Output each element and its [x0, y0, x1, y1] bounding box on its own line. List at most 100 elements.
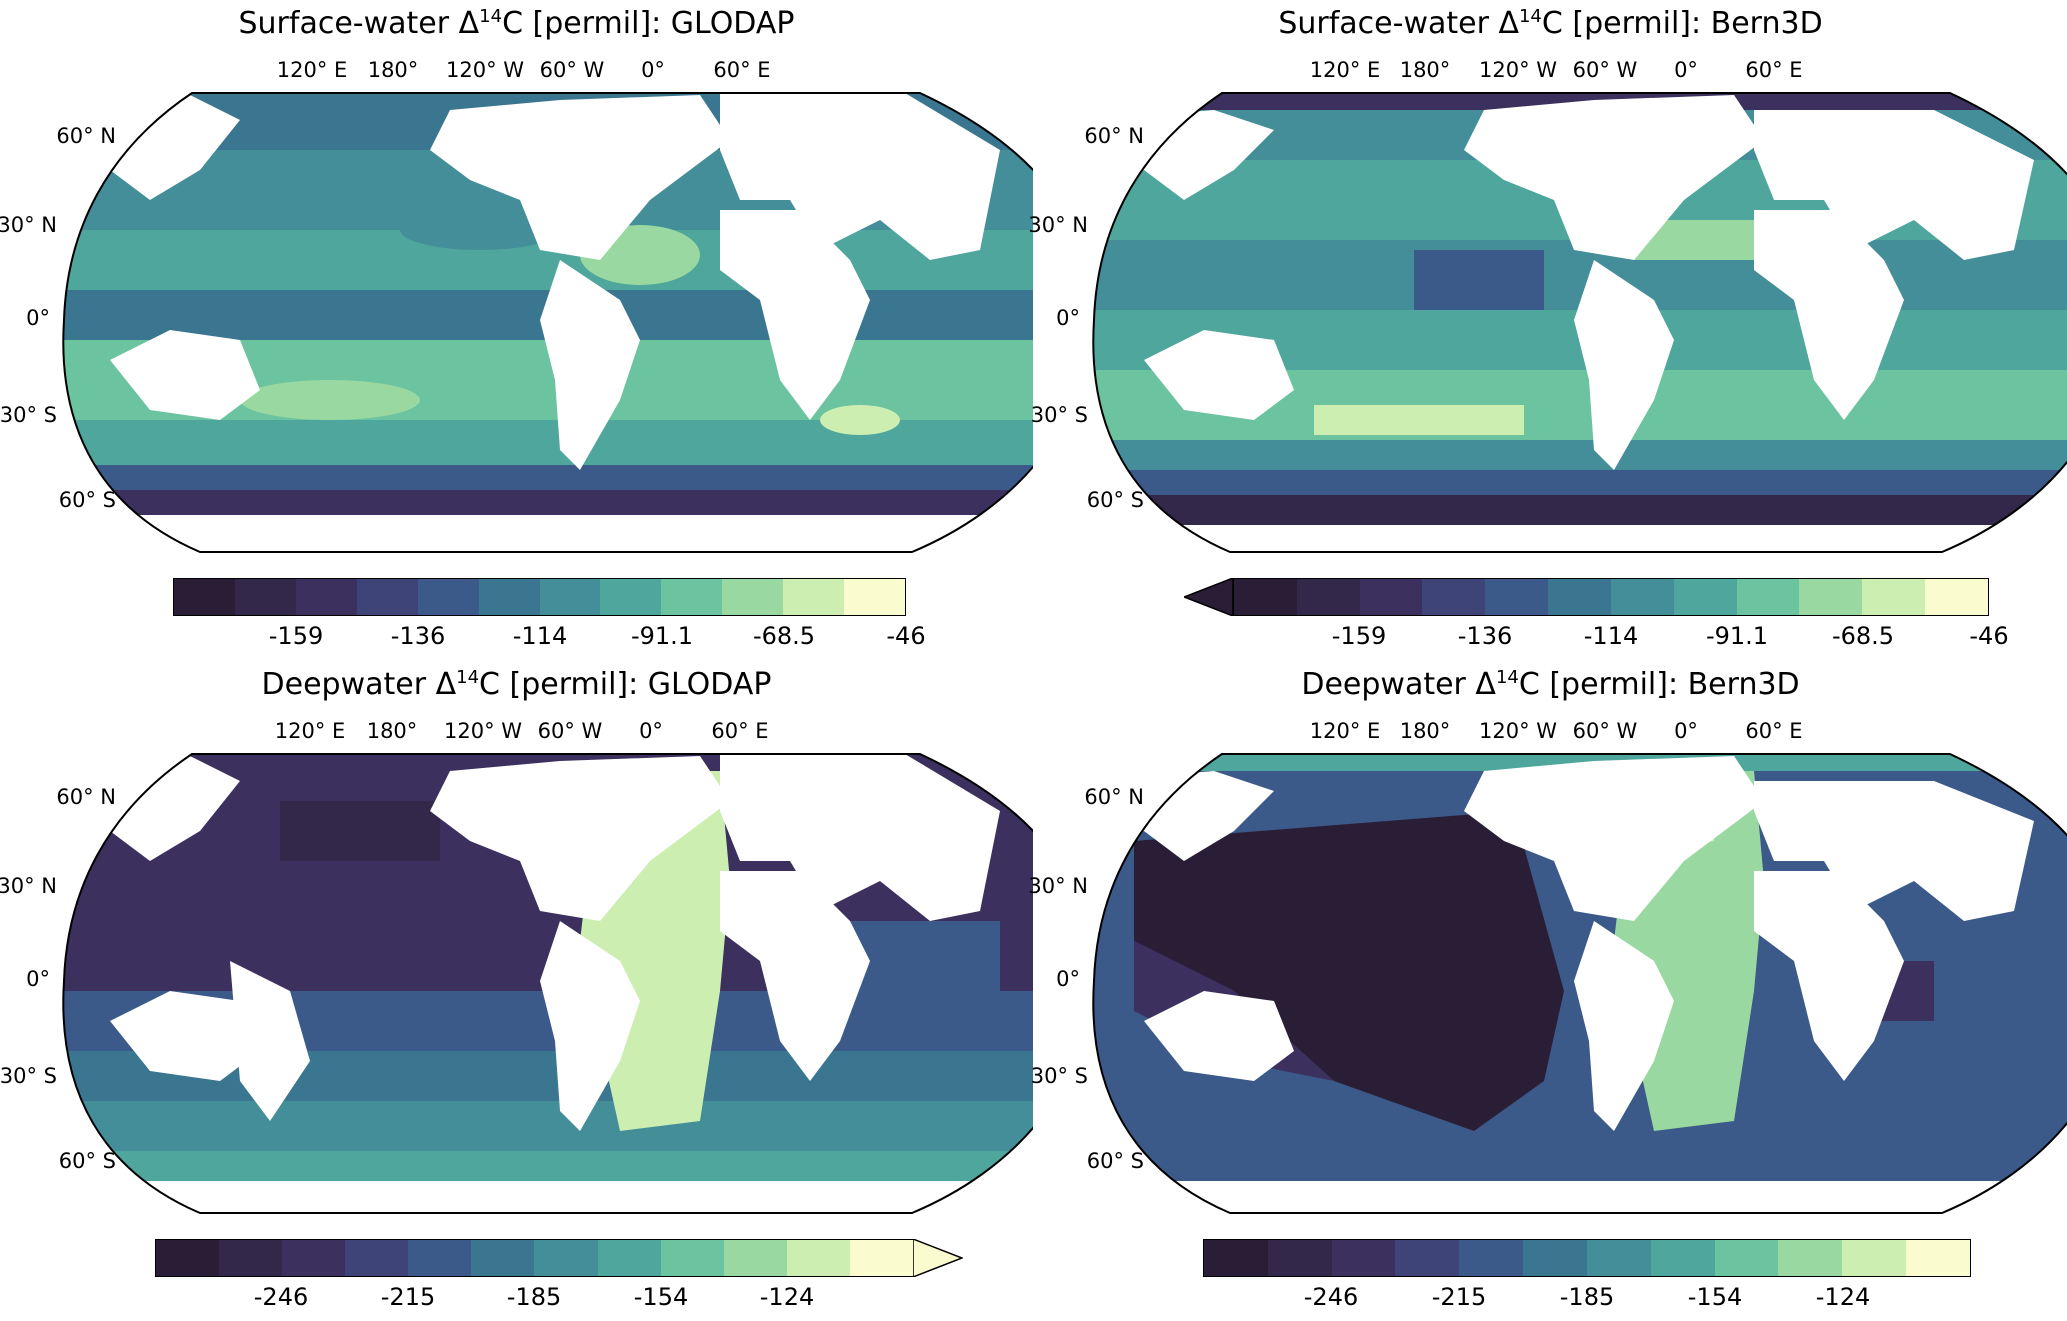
- colorbar-swatch: [1395, 1240, 1460, 1276]
- lat-label: 0°: [26, 306, 50, 330]
- colorbar: [173, 578, 906, 616]
- colorbar-swatch: [1204, 1240, 1268, 1276]
- lat-label: 30° N: [0, 874, 57, 898]
- lon-label: 120° W: [1478, 58, 1558, 82]
- lat-label: 60° N: [56, 785, 116, 809]
- panel-title: Surface-water Δ14C [permil]: Bern3D: [1278, 6, 1823, 41]
- colorbar-tick-label: -246: [1303, 1283, 1359, 1311]
- lat-label: 0°: [26, 967, 50, 991]
- robinson-map: [62, 753, 1033, 1214]
- colorbar-swatch: [1714, 1240, 1779, 1276]
- lon-label: 0°: [1674, 58, 1698, 82]
- colorbar-tick-label: -68.5: [1831, 622, 1895, 650]
- lon-label: 0°: [1674, 719, 1698, 743]
- lat-label: 60° N: [1084, 124, 1144, 148]
- colorbar-tick-label: -185: [506, 1283, 562, 1311]
- colorbar-tick-label: -136: [1457, 622, 1513, 650]
- robinson-map: [62, 92, 1033, 553]
- lon-label: 60° E: [1745, 719, 1803, 743]
- colorbar-swatch: [234, 579, 296, 615]
- colorbar-tick-label: -215: [1431, 1283, 1487, 1311]
- colorbar-swatch: [539, 579, 601, 615]
- colorbar-swatch: [1586, 1240, 1651, 1276]
- lon-label: 120° E: [274, 719, 346, 743]
- colorbar-tick-label: -185: [1559, 1283, 1615, 1311]
- lon-label: 120° W: [445, 58, 525, 82]
- colorbar-cells: [1203, 1239, 1971, 1277]
- colorbar-tick-label: -46: [886, 622, 926, 650]
- colorbar-swatch: [417, 579, 479, 615]
- panel-surface-bern3d: Surface-water Δ14C [permil]: Bern3D: [1028, 0, 2067, 660]
- panel-title: Deepwater Δ14C [permil]: Bern3D: [1301, 667, 1800, 702]
- colorbar-tick-label: -154: [1687, 1283, 1743, 1311]
- colorbar-swatch: [219, 1240, 283, 1276]
- colorbar-tick-label: -159: [268, 622, 324, 650]
- colorbar-swatch: [1267, 1240, 1332, 1276]
- colorbar-cells: [155, 1239, 914, 1277]
- lon-label: 60° W: [1572, 58, 1638, 82]
- lon-label: 180°: [366, 719, 418, 743]
- lon-label: 60° W: [537, 719, 603, 743]
- colorbar-swatch: [408, 1240, 472, 1276]
- lat-label: 30° S: [1030, 1064, 1088, 1088]
- lon-label: 60° W: [1572, 719, 1638, 743]
- colorbar-swatch: [1485, 579, 1549, 615]
- colorbar-extend-max: [913, 1239, 963, 1277]
- colorbar-swatch: [1842, 1240, 1907, 1276]
- colorbar-tick-label: -91.1: [1705, 622, 1769, 650]
- colorbar-swatch: [1673, 579, 1737, 615]
- colorbar-swatch: [1459, 1240, 1524, 1276]
- panel-title: Surface-water Δ14C [permil]: GLODAP: [238, 6, 795, 41]
- lon-label: 180°: [367, 58, 419, 82]
- lat-label: 30° S: [1030, 403, 1088, 427]
- colorbar-swatch: [786, 1240, 850, 1276]
- lat-label: 60° S: [58, 488, 116, 512]
- panel-deep-bern3d: Deepwater Δ14C [permil]: Bern3D 120° E 1…: [1028, 661, 2067, 1321]
- colorbar: [1233, 578, 1989, 616]
- lon-label: 120° E: [1309, 58, 1381, 82]
- lon-label: 120° W: [443, 719, 523, 743]
- colorbar-swatch: [1650, 1240, 1715, 1276]
- panel-deep-glodap: Deepwater Δ14C [permil]: GLODAP 120° E: [0, 661, 1033, 1321]
- colorbar-swatch: [783, 579, 845, 615]
- lon-label: 120° W: [1478, 719, 1558, 743]
- colorbar-swatch: [844, 579, 906, 615]
- lat-label: 60° S: [58, 1149, 116, 1173]
- colorbar-swatch: [1422, 579, 1486, 615]
- colorbar-swatch: [1359, 579, 1423, 615]
- lon-label: 0°: [639, 719, 663, 743]
- lat-label: 60° N: [56, 124, 116, 148]
- colorbar-swatch: [1799, 579, 1863, 615]
- lat-label: 30° S: [0, 1064, 57, 1088]
- colorbar-extend-min: [1184, 578, 1234, 616]
- colorbar-swatch: [356, 579, 418, 615]
- lat-label: 30° S: [0, 403, 57, 427]
- panel-surface-glodap: Surface-water Δ14C [permil]: GLODAP: [0, 0, 1033, 660]
- colorbar-swatch: [1610, 579, 1674, 615]
- colorbar-swatch: [174, 579, 235, 615]
- colorbar-tick-label: -124: [1815, 1283, 1871, 1311]
- colorbar-tick-label: -114: [1583, 622, 1639, 650]
- colorbar-swatch: [849, 1240, 913, 1276]
- colorbar: [1203, 1239, 1971, 1277]
- colorbar-swatch: [723, 1240, 787, 1276]
- lon-label: 120° E: [276, 58, 348, 82]
- colorbar-swatch: [1736, 579, 1800, 615]
- colorbar-swatch: [1548, 579, 1611, 615]
- colorbar-swatch: [660, 1240, 724, 1276]
- lat-label: 30° N: [0, 213, 57, 237]
- colorbar-swatch: [345, 1240, 409, 1276]
- lon-label: 180°: [1399, 58, 1451, 82]
- colorbar-swatch: [1925, 579, 1988, 615]
- colorbar-tick-label: -159: [1331, 622, 1387, 650]
- colorbar-swatch: [1523, 1240, 1587, 1276]
- colorbar-swatch: [722, 579, 784, 615]
- colorbar-swatch: [534, 1240, 598, 1276]
- colorbar-tick-label: -91.1: [630, 622, 694, 650]
- colorbar-swatch: [597, 1240, 661, 1276]
- colorbar-tick-label: -68.5: [752, 622, 816, 650]
- colorbar-cells: [173, 578, 906, 616]
- colorbar-swatch: [1906, 1240, 1970, 1276]
- colorbar-swatch: [661, 579, 723, 615]
- lat-label: 0°: [1056, 967, 1080, 991]
